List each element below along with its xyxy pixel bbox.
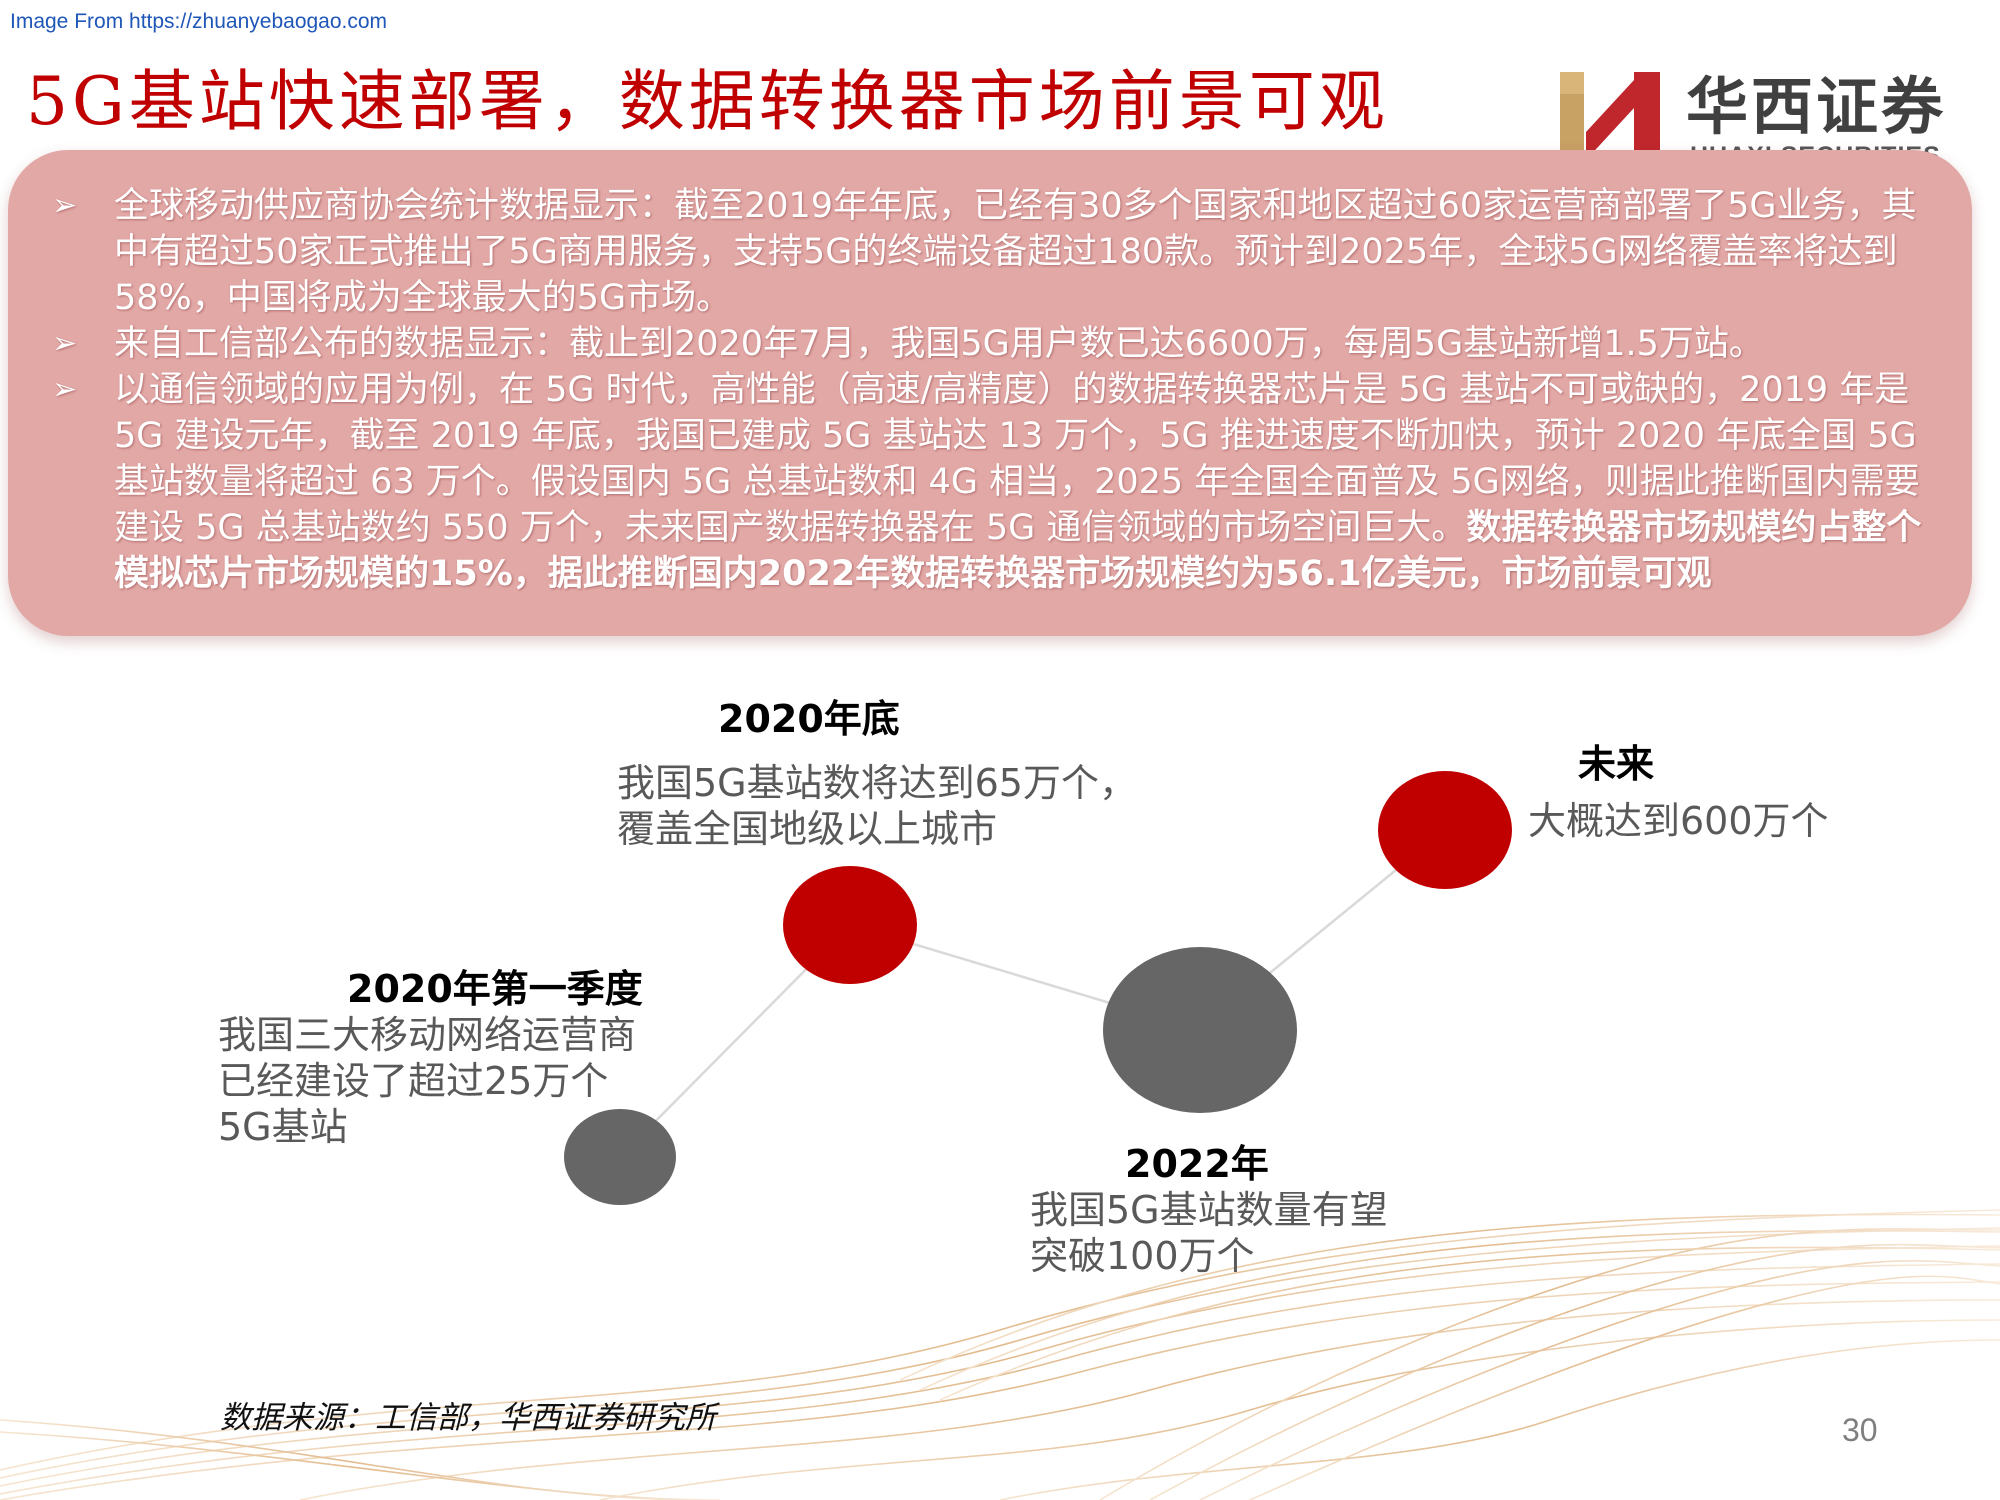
data-source-note: 数据来源：工信部，华西证券研究所 (220, 1400, 716, 1436)
page-title: 5G基站快速部署，数据转换器市场前景可观 (26, 63, 1389, 140)
logo-chinese-name: 华西证券 (1686, 70, 1947, 143)
timeline-desc-end-2020: 我国5G基站数将达到65万个， 覆盖全国地级以上城市 (617, 761, 1137, 851)
timeline-dot (1103, 947, 1297, 1113)
bullet-emphasis-text: 数据转换器市场规模约占整个模拟芯片市场规模的15%，据此推断国内2022年数据转… (114, 508, 1922, 594)
timeline-desc-2022: 我国5G基站数量有望 突破100万个 (1030, 1188, 1388, 1278)
timeline-title-2022: 2022年 (1125, 1142, 1269, 1186)
timeline-dot (783, 866, 917, 984)
bullet-text: 来自工信部公布的数据显示：截止到2020年7月，我国5G用户数已达6600万，每… (114, 324, 1764, 364)
summary-bullet-list: ➢ 全球移动供应商协会统计数据显示：截至2019年年底，已经有30多个国家和地区… (52, 183, 1932, 597)
bullet-item: ➢ 以通信领域的应用为例，在 5G 时代，高性能（高速/高精度）的数据转换器芯片… (52, 367, 1932, 597)
timeline-title-future: 未来 (1578, 742, 1655, 786)
bullet-text: 以通信领域的应用为例，在 5G 时代，高性能（高速/高精度）的数据转换器芯片是 … (114, 370, 1920, 548)
summary-panel (8, 150, 1972, 636)
timeline-desc-future: 大概达到600万个 (1528, 799, 1829, 843)
page-number: 30 (1842, 1412, 1878, 1448)
arrow-bullet-icon: ➢ (52, 188, 78, 223)
timeline-title-q1-2020: 2020年第一季度 (347, 967, 643, 1011)
arrow-bullet-icon: ➢ (52, 372, 78, 407)
timeline-dot (564, 1109, 676, 1205)
timeline-desc-q1-2020: 我国三大移动网络运营商 已经建设了超过25万个 5G基站 (218, 1013, 637, 1149)
bullet-item: ➢ 全球移动供应商协会统计数据显示：截至2019年年底，已经有30多个国家和地区… (52, 183, 1932, 321)
arrow-bullet-icon: ➢ (52, 326, 78, 361)
source-url-line: Image From https://zhuanyebaogao.com (10, 10, 388, 33)
timeline-dot (1378, 771, 1512, 889)
bullet-text: 全球移动供应商协会统计数据显示：截至2019年年底，已经有30多个国家和地区超过… (114, 186, 1917, 318)
bullet-item: ➢ 来自工信部公布的数据显示：截止到2020年7月，我国5G用户数已达6600万… (52, 321, 1932, 367)
timeline-title-end-2020: 2020年底 (718, 697, 900, 741)
